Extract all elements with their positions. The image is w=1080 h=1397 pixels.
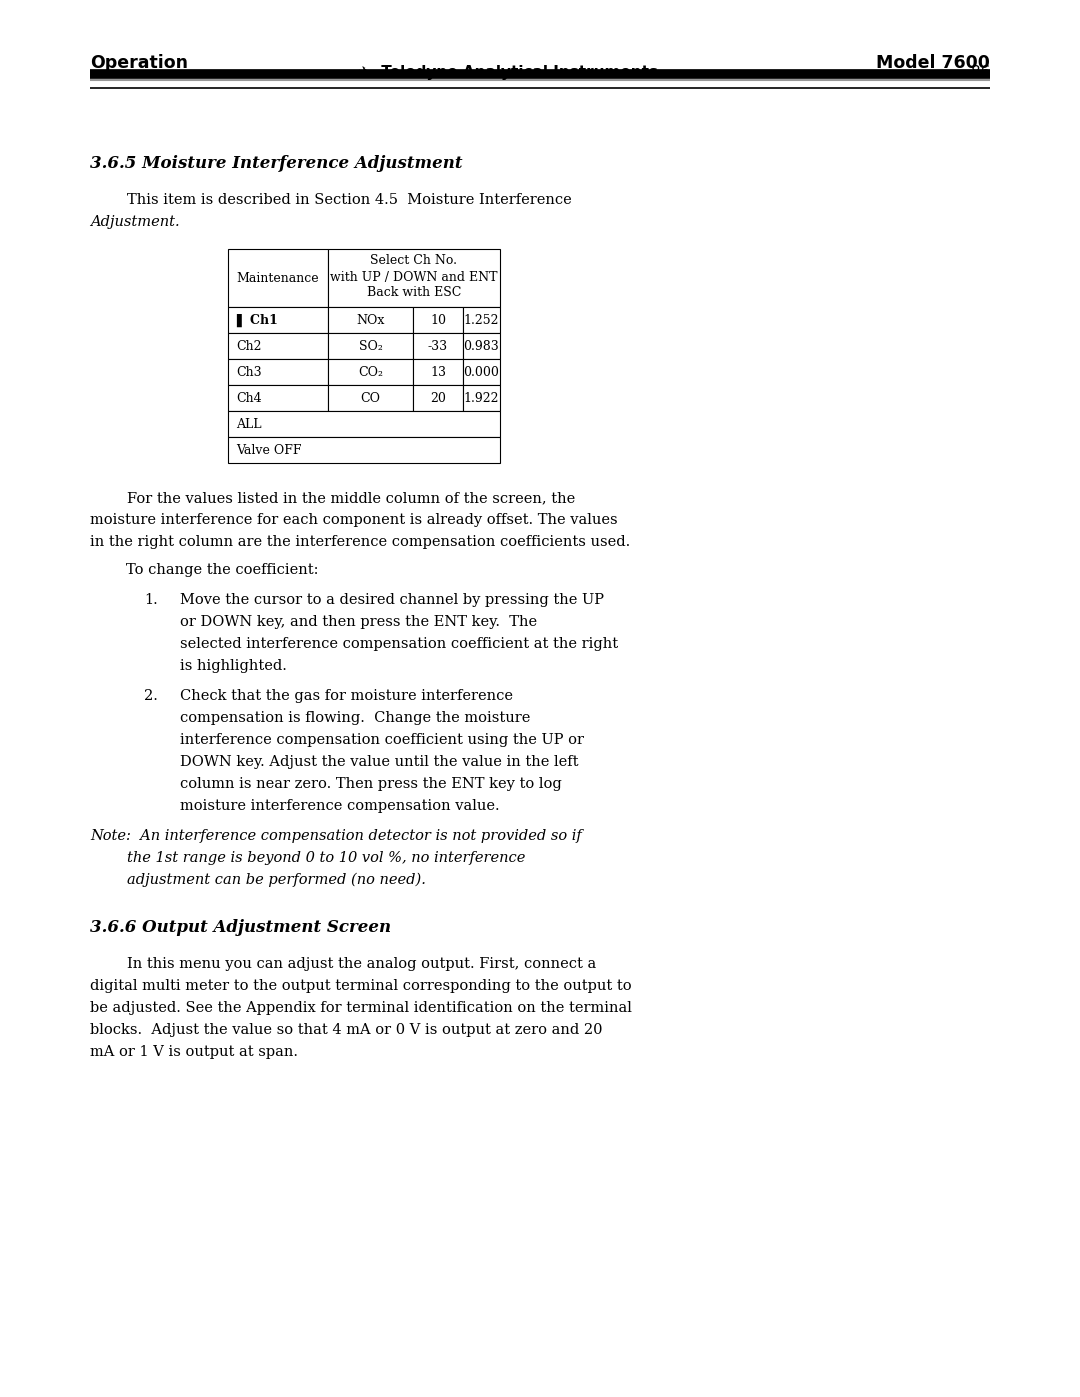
Text: CO: CO <box>361 391 380 405</box>
Text: Model 7600: Model 7600 <box>876 54 990 73</box>
Text: 20: 20 <box>430 391 446 405</box>
Text: This item is described in Section 4.5  Moisture Interference: This item is described in Section 4.5 Mo… <box>90 193 571 207</box>
Text: Check that the gas for moisture interference: Check that the gas for moisture interfer… <box>180 689 513 703</box>
Text: Note:  An interference compensation detector is not provided so if: Note: An interference compensation detec… <box>90 828 582 842</box>
Bar <box>228 249 328 307</box>
Bar <box>328 359 413 386</box>
Bar <box>228 307 328 332</box>
Bar <box>228 411 500 437</box>
Text: Operation: Operation <box>90 54 188 73</box>
Text: moisture interference for each component is already offset. The values: moisture interference for each component… <box>90 513 618 527</box>
Text: blocks.  Adjust the value so that 4 mA or 0 V is output at zero and 20: blocks. Adjust the value so that 4 mA or… <box>90 1023 603 1037</box>
Bar <box>413 386 463 411</box>
Text: CO₂: CO₂ <box>357 366 383 379</box>
Text: mA or 1 V is output at span.: mA or 1 V is output at span. <box>90 1045 298 1059</box>
Text: is highlighted.: is highlighted. <box>180 659 287 673</box>
Text: ALL: ALL <box>237 418 261 430</box>
Text: 13: 13 <box>430 366 446 379</box>
Bar <box>463 307 500 332</box>
Text: column is near zero. Then press the ENT key to log: column is near zero. Then press the ENT … <box>180 777 562 791</box>
Bar <box>463 359 500 386</box>
Bar <box>328 386 413 411</box>
Bar <box>228 386 328 411</box>
Text: selected interference compensation coefficient at the right: selected interference compensation coeff… <box>180 637 618 651</box>
Text: the 1st range is beyond 0 to 10 vol %, no interference: the 1st range is beyond 0 to 10 vol %, n… <box>90 851 525 865</box>
Text: be adjusted. See the Appendix for terminal identification on the terminal: be adjusted. See the Appendix for termin… <box>90 1002 632 1016</box>
Bar <box>413 359 463 386</box>
Text: 0.983: 0.983 <box>463 339 499 352</box>
Text: To change the coefficient:: To change the coefficient: <box>126 563 319 577</box>
Text: 2.: 2. <box>144 689 158 703</box>
Text: Adjustment.: Adjustment. <box>90 215 179 229</box>
Text: 0.000: 0.000 <box>463 366 499 379</box>
Text: in the right column are the interference compensation coefficients used.: in the right column are the interference… <box>90 535 631 549</box>
Text: Maintenance: Maintenance <box>237 271 320 285</box>
Text: 3.6.6 Output Adjustment Screen: 3.6.6 Output Adjustment Screen <box>90 919 391 936</box>
Text: adjustment can be performed (no need).: adjustment can be performed (no need). <box>90 873 426 887</box>
Bar <box>328 249 500 307</box>
Text: moisture interference compensation value.: moisture interference compensation value… <box>180 799 500 813</box>
Bar <box>413 332 463 359</box>
Text: -33: -33 <box>428 339 448 352</box>
Text: Valve OFF: Valve OFF <box>237 443 301 457</box>
Text: 86: 86 <box>971 66 990 80</box>
Text: DOWN key. Adjust the value until the value in the left: DOWN key. Adjust the value until the val… <box>180 754 579 768</box>
Bar <box>228 332 328 359</box>
Bar <box>463 386 500 411</box>
Text: 1.: 1. <box>145 592 158 608</box>
Bar <box>328 307 413 332</box>
Text: or DOWN key, and then press the ENT key.  The: or DOWN key, and then press the ENT key.… <box>180 615 537 629</box>
Text: Ch4: Ch4 <box>237 391 261 405</box>
Bar <box>463 332 500 359</box>
Text: ✈  Teledyne Analytical Instruments: ✈ Teledyne Analytical Instruments <box>357 66 658 80</box>
Text: compensation is flowing.  Change the moisture: compensation is flowing. Change the mois… <box>180 711 530 725</box>
Text: Move the cursor to a desired channel by pressing the UP: Move the cursor to a desired channel by … <box>180 592 604 608</box>
Text: Select Ch No.: Select Ch No. <box>370 254 458 267</box>
Bar <box>228 359 328 386</box>
Text: 1.922: 1.922 <box>463 391 499 405</box>
Bar <box>413 307 463 332</box>
Text: For the values listed in the middle column of the screen, the: For the values listed in the middle colu… <box>90 490 576 504</box>
Text: SO₂: SO₂ <box>359 339 382 352</box>
Text: ▌ Ch1: ▌ Ch1 <box>237 313 278 327</box>
Text: Ch3: Ch3 <box>237 366 261 379</box>
Text: 10: 10 <box>430 313 446 327</box>
Text: with UP / DOWN and ENT: with UP / DOWN and ENT <box>330 271 498 284</box>
Text: digital multi meter to the output terminal corresponding to the output to: digital multi meter to the output termin… <box>90 979 632 993</box>
Bar <box>328 332 413 359</box>
Text: Back with ESC: Back with ESC <box>367 286 461 299</box>
Bar <box>228 437 500 462</box>
Text: interference compensation coefficient using the UP or: interference compensation coefficient us… <box>180 733 584 747</box>
Text: 1.252: 1.252 <box>463 313 499 327</box>
Text: In this menu you can adjust the analog output. First, connect a: In this menu you can adjust the analog o… <box>90 957 596 971</box>
Text: Ch2: Ch2 <box>237 339 261 352</box>
Text: NOx: NOx <box>356 313 384 327</box>
Text: 3.6.5 Moisture Interference Adjustment: 3.6.5 Moisture Interference Adjustment <box>90 155 462 172</box>
